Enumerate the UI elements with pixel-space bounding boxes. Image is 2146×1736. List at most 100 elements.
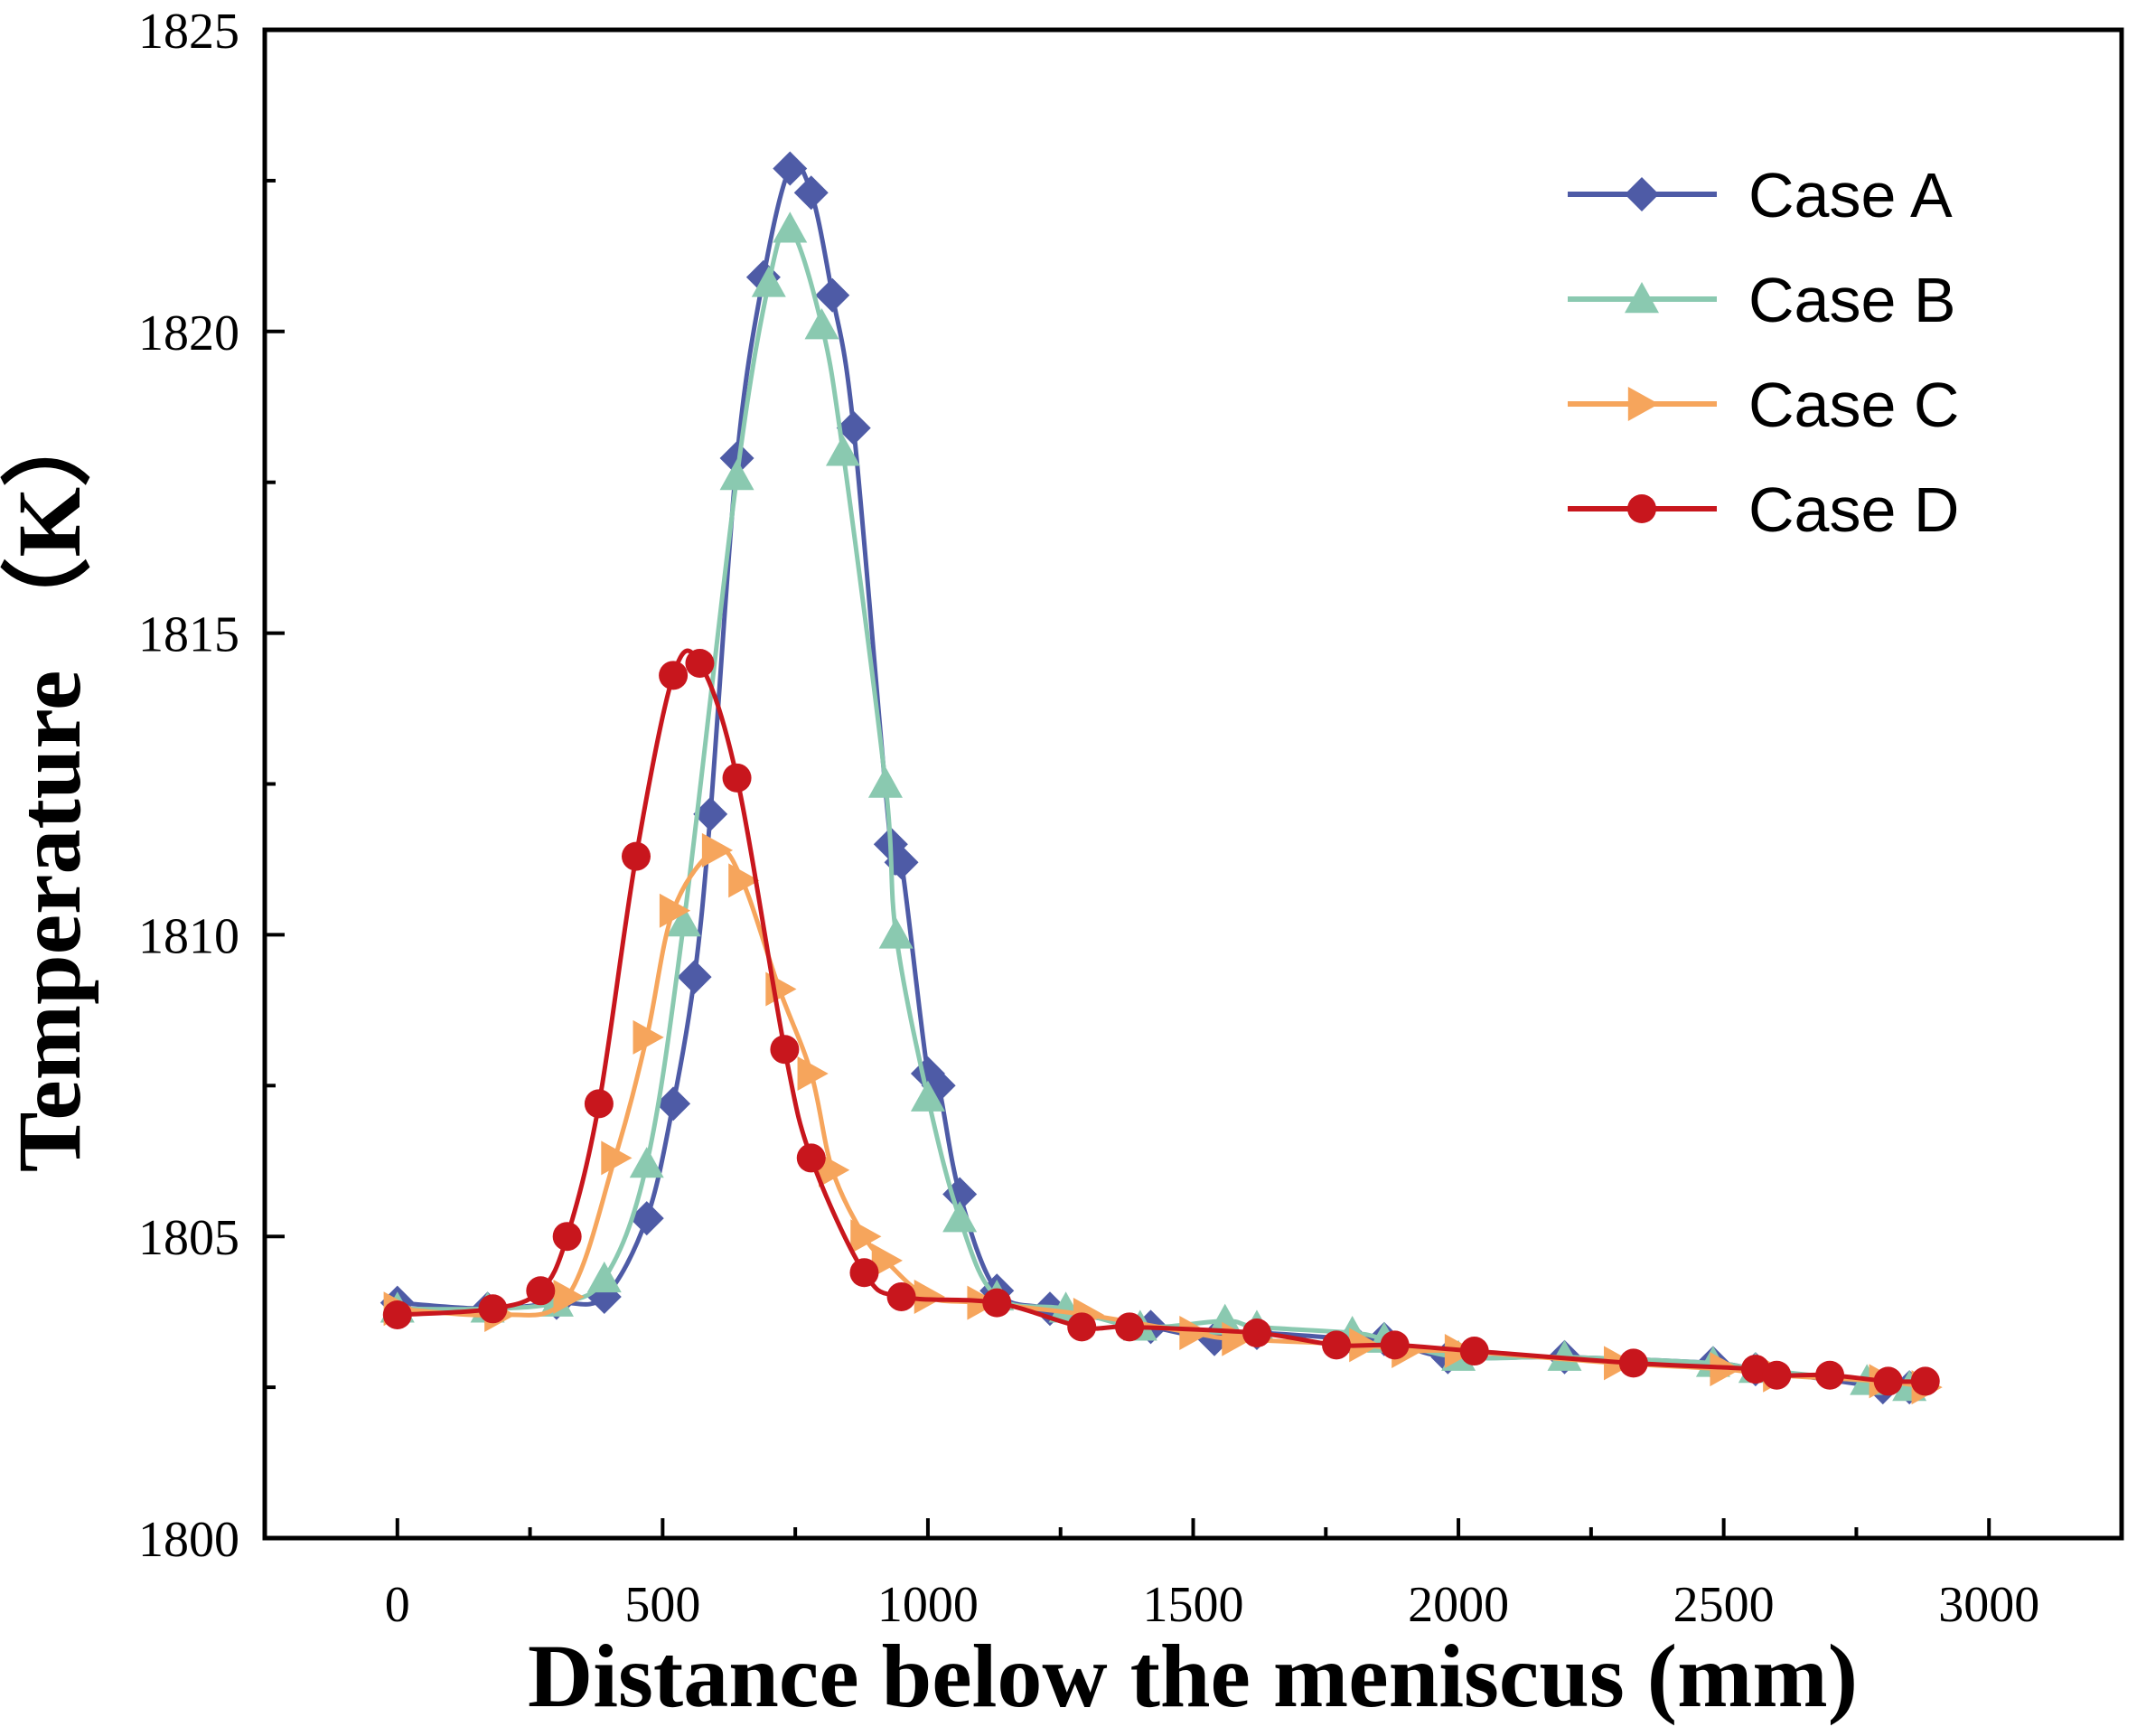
data-point [804, 308, 839, 340]
series-case-a [380, 151, 1927, 1405]
data-point [1207, 1303, 1242, 1335]
legend-marker [1627, 387, 1659, 421]
data-point [770, 1035, 800, 1065]
data-point [526, 1276, 556, 1306]
data-point [921, 1068, 956, 1103]
data-point [701, 832, 734, 868]
data-point [693, 796, 728, 831]
data-point [601, 1140, 633, 1176]
data-point [871, 1243, 903, 1278]
data-point [478, 1294, 508, 1324]
legend-label: Case B [1748, 265, 1956, 335]
legend-item: Case B [1568, 265, 1956, 335]
data-point [850, 1219, 882, 1254]
data-point [586, 1261, 622, 1293]
data-point [878, 917, 914, 949]
data-point [728, 863, 760, 898]
data-point [629, 1201, 664, 1236]
data-point [910, 1080, 945, 1112]
x-tick-label: 3000 [1938, 1577, 2039, 1633]
y-tick-label: 1800 [138, 1512, 239, 1568]
x-axis-ticks: 0 500 1000 1500 2000 2500 3000 [385, 1518, 2039, 1633]
legend-item: Case A [1568, 160, 1953, 230]
data-point [942, 1201, 978, 1233]
data-point [1547, 1339, 1582, 1371]
data-point [1762, 1360, 1792, 1390]
data-point [773, 151, 808, 186]
data-point [659, 661, 689, 690]
data-point [751, 266, 786, 297]
data-point [584, 1089, 614, 1119]
data-point [659, 893, 691, 928]
data-point [836, 410, 871, 446]
data-point [1242, 1318, 1271, 1348]
x-tick-label: 2500 [1673, 1577, 1775, 1633]
data-point [685, 648, 715, 678]
data-point [1380, 1330, 1410, 1360]
data-point [552, 1222, 582, 1252]
legend-item: Case D [1568, 474, 1959, 545]
data-point [797, 1056, 829, 1091]
data-point [825, 435, 860, 466]
series-case-b [380, 211, 1927, 1402]
y-tick-label: 1825 [138, 4, 239, 60]
y-axis-ticks: 1800 1805 1810 1815 1820 1825 [138, 4, 285, 1568]
data-point [796, 1143, 826, 1173]
data-point [1873, 1366, 1903, 1396]
legend: Case A Case B Case C Case D [1568, 160, 1959, 545]
legend-marker [1625, 282, 1659, 314]
legend-label: Case D [1748, 474, 1959, 545]
y-tick-label: 1820 [138, 305, 239, 361]
data-point [1322, 1330, 1352, 1360]
y-tick-label: 1810 [138, 908, 239, 964]
legend-item: Case C [1568, 370, 1959, 440]
x-axis-title: Distance below the meniscus (mm) [528, 1626, 1858, 1726]
data-point [666, 906, 701, 937]
x-tick-label: 0 [385, 1577, 410, 1633]
y-axis-title: Temperature （K） [0, 397, 99, 1172]
data-point [819, 1152, 850, 1187]
series-line [397, 648, 1926, 1384]
data-point [1815, 1360, 1845, 1390]
data-point [793, 175, 829, 211]
data-point [1618, 1348, 1648, 1378]
data-point [622, 841, 651, 871]
data-point [867, 766, 903, 798]
y-tick-label: 1815 [138, 607, 239, 663]
x-tick-label: 1500 [1143, 1577, 1244, 1633]
data-point [656, 1086, 691, 1121]
series-case-d [382, 648, 1940, 1396]
data-point [815, 277, 850, 313]
legend-label: Case A [1748, 160, 1953, 230]
data-point [1067, 1312, 1097, 1342]
data-point [886, 1281, 916, 1311]
data-point [629, 1147, 664, 1178]
x-tick-label: 1000 [877, 1577, 979, 1633]
data-point [1179, 1316, 1211, 1351]
y-tick-label: 1805 [138, 1210, 239, 1266]
data-point [633, 1019, 664, 1055]
series-case-c [383, 832, 1943, 1405]
data-point [722, 763, 752, 793]
x-tick-label: 500 [624, 1577, 700, 1633]
data-point [773, 211, 808, 243]
data-point [719, 440, 754, 475]
data-point [382, 1300, 412, 1329]
data-point [553, 1279, 585, 1314]
data-point [914, 1279, 945, 1314]
data-point [719, 459, 754, 491]
legend-marker [1625, 177, 1659, 211]
legend-label: Case C [1748, 370, 1959, 440]
data-point [1459, 1337, 1489, 1366]
data-point [1910, 1366, 1940, 1396]
x-tick-label: 2000 [1408, 1577, 1509, 1633]
legend-marker [1627, 494, 1656, 523]
data-point [1115, 1312, 1145, 1342]
data-point [982, 1288, 1012, 1318]
data-point [677, 960, 712, 995]
series-layer [380, 151, 1943, 1405]
data-point [849, 1258, 879, 1288]
series-line [397, 161, 1910, 1392]
